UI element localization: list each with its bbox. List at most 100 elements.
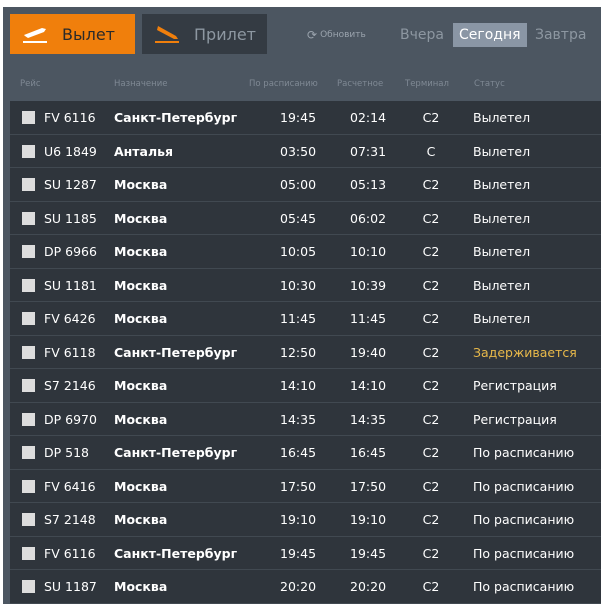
flight-number: SU 1287 — [44, 177, 97, 192]
col-scheduled: По расписанию — [249, 79, 318, 89]
status: По расписанию — [473, 545, 575, 561]
status: Вылетел — [473, 311, 531, 326]
ural-logo-icon — [22, 144, 35, 158]
pobeda-logo-icon — [22, 446, 35, 459]
pobeda-logo-icon — [22, 245, 35, 258]
status: По расписанию — [473, 478, 575, 494]
table-row[interactable]: DP 6970 Москва 14:35 14:35 C2 Регистраци… — [10, 402, 601, 436]
estimated-time: 11:45 — [350, 311, 387, 326]
flight-number: FV 6116 — [44, 545, 96, 561]
terminal: C2 — [422, 277, 440, 293]
destination: Москва — [114, 378, 168, 393]
terminal: C2 — [422, 344, 440, 360]
scheduled-time: 17:50 — [280, 478, 317, 494]
estimated-time: 06:02 — [350, 210, 387, 226]
terminal: C2 — [422, 579, 440, 594]
status: По расписанию — [473, 445, 575, 460]
status: Вылетел — [473, 210, 531, 226]
day-tomorrow[interactable]: Завтра — [535, 27, 587, 43]
destination: Санкт-Петербург — [114, 110, 238, 125]
refresh-button[interactable]: ⟳ Обновить — [307, 28, 366, 42]
estimated-time: 19:40 — [350, 344, 387, 360]
flight-number: U6 1849 — [44, 143, 97, 159]
flights-table: FV 6116 Санкт-Петербург 19:45 02:14 C2 В… — [10, 101, 601, 604]
status: Вылетел — [473, 143, 531, 159]
rusline-logo-icon — [22, 111, 35, 124]
aeroflot-logo-icon — [22, 211, 35, 225]
terminal: C2 — [422, 478, 440, 494]
col-destination: Назначение — [114, 79, 168, 89]
flight-board: Вылет Прилет ⟳ Обновить Вчера Сегодня За… — [3, 7, 601, 604]
table-row[interactable]: SU 1187 Москва 20:20 20:20 C2 По расписа… — [10, 570, 601, 604]
flight-number: DP 6966 — [44, 244, 97, 259]
scheduled-time: 12:50 — [280, 344, 317, 360]
estimated-time: 10:39 — [350, 277, 387, 293]
scheduled-time: 03:50 — [280, 143, 317, 159]
destination: Санкт-Петербург — [114, 445, 238, 460]
scheduled-time: 19:45 — [280, 110, 317, 125]
arrivals-tab[interactable]: Прилет — [142, 14, 267, 54]
destination: Анталья — [114, 143, 174, 159]
terminal: C2 — [422, 311, 440, 326]
destination: Москва — [114, 177, 168, 192]
destination: Москва — [114, 210, 168, 226]
terminal: C2 — [422, 210, 440, 226]
terminal: C2 — [422, 445, 440, 460]
day-yesterday[interactable]: Вчера — [400, 27, 444, 43]
table-row[interactable]: DP 518 Санкт-Петербург 16:45 16:45 C2 По… — [10, 436, 601, 470]
scheduled-time: 05:45 — [280, 210, 317, 226]
table-row[interactable]: DP 6966 Москва 10:05 10:10 C2 Вылетел — [10, 235, 601, 269]
arrivals-label: Прилет — [194, 24, 256, 44]
status: По расписанию — [473, 512, 575, 527]
day-today[interactable]: Сегодня — [453, 23, 527, 47]
scheduled-time: 11:45 — [280, 311, 317, 326]
col-terminal: Терминал — [405, 79, 449, 89]
estimated-time: 14:10 — [350, 378, 387, 393]
scheduled-time: 14:10 — [280, 378, 317, 393]
status: Регистрация — [473, 378, 557, 393]
flight-number: FV 6116 — [44, 110, 96, 125]
table-row[interactable]: FV 6416 Москва 17:50 17:50 C2 По расписа… — [10, 469, 601, 503]
estimated-time: 07:31 — [350, 143, 387, 159]
flight-number: FV 6426 — [44, 311, 96, 326]
estimated-time: 19:10 — [350, 512, 387, 527]
status: Вылетел — [473, 110, 531, 125]
destination: Москва — [114, 411, 168, 427]
scheduled-time: 16:45 — [280, 445, 317, 460]
col-flight: Рейс — [20, 79, 41, 89]
flight-number: SU 1181 — [44, 277, 97, 293]
table-row[interactable]: FV 6426 Москва 11:45 11:45 C2 Вылетел — [10, 302, 601, 336]
aeroflot-logo-icon — [22, 580, 35, 593]
flight-number: DP 6970 — [44, 411, 97, 427]
estimated-time: 14:35 — [350, 411, 387, 427]
plane-takeoff-icon — [23, 28, 47, 43]
flight-number: SU 1185 — [44, 210, 97, 226]
departures-tab[interactable]: Вылет — [10, 14, 135, 54]
estimated-time: 19:45 — [350, 545, 387, 561]
table-row[interactable]: FV 6118 Санкт-Петербург 12:50 19:40 C2 З… — [10, 335, 601, 369]
table-row[interactable]: SU 1287 Москва 05:00 05:13 C2 Вылетел — [10, 168, 601, 202]
destination: Санкт-Петербург — [114, 344, 238, 360]
table-row[interactable]: FV 6116 Санкт-Петербург 19:45 19:45 C2 П… — [10, 536, 601, 570]
destination: Москва — [114, 244, 168, 259]
scheduled-time: 10:30 — [280, 277, 317, 293]
terminal: C2 — [422, 110, 440, 125]
destination: Москва — [114, 512, 168, 527]
terminal: C — [426, 143, 436, 159]
flight-number: SU 1187 — [44, 579, 97, 594]
terminal: C2 — [422, 411, 440, 427]
table-row[interactable]: SU 1181 Москва 10:30 10:39 C2 Вылетел — [10, 268, 601, 302]
s7-logo-icon — [22, 379, 35, 392]
terminal: C2 — [422, 512, 440, 527]
table-row[interactable]: SU 1185 Москва 05:45 06:02 C2 Вылетел — [10, 201, 601, 235]
rusline-logo-icon — [22, 312, 35, 325]
scheduled-time: 20:20 — [280, 579, 317, 594]
table-row[interactable]: FV 6116 Санкт-Петербург 19:45 02:14 C2 В… — [10, 101, 601, 135]
table-row[interactable]: U6 1849 Анталья 03:50 07:31 C Вылетел — [10, 134, 601, 168]
table-row[interactable]: S7 2148 Москва 19:10 19:10 C2 По расписа… — [10, 503, 601, 537]
table-row[interactable]: S7 2146 Москва 14:10 14:10 C2 Регистраци… — [10, 369, 601, 403]
aeroflot-logo-icon — [22, 178, 35, 191]
flight-number: S7 2146 — [44, 378, 96, 393]
scheduled-time: 10:05 — [280, 244, 317, 259]
refresh-label: Обновить — [320, 30, 366, 40]
